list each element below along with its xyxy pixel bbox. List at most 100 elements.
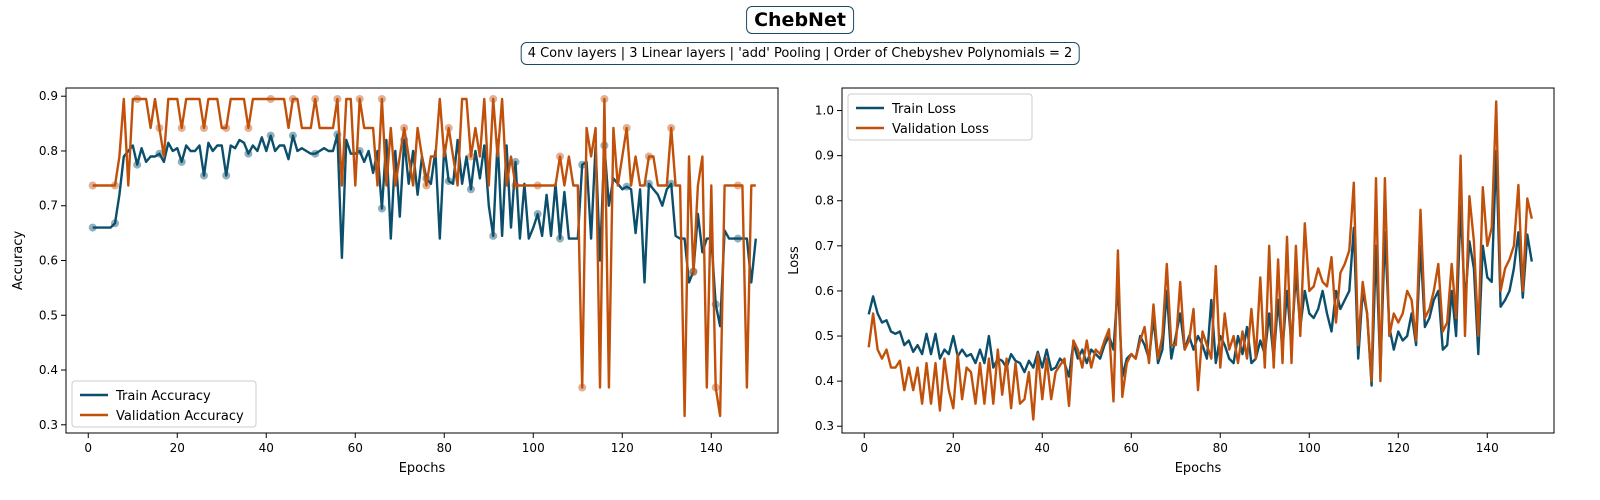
x-tick-label: 0 [84,441,92,455]
y-tick-label: 0.6 [39,254,58,268]
series-marker-train [466,185,475,194]
x-tick-label: 0 [860,441,868,455]
series-marker-validation [244,124,253,132]
y-tick-label: 0.4 [39,363,58,377]
y-tick-label: 0.5 [39,308,58,322]
y-tick-label: 0.4 [815,374,834,388]
series-marker-train [733,234,742,243]
series-marker-validation [644,152,653,161]
series-marker-train [578,160,587,169]
x-tick-label: 20 [170,441,185,455]
series-marker-train [244,149,253,158]
legend-entry: Validation Accuracy [116,409,244,424]
series-line-validation [867,100,1533,421]
x-tick-label: 60 [348,441,363,455]
series-marker-validation [266,95,275,103]
series-marker-train [556,234,564,243]
series-marker-train [177,157,186,166]
x-tick-label: 80 [437,441,452,455]
legend-entry: Train Accuracy [115,389,211,404]
y-tick-label: 0.3 [815,419,834,433]
x-tick-label: 120 [611,441,634,455]
series-marker-train [155,149,164,158]
series-line-train [92,133,757,328]
y-tick-label: 0.9 [39,89,58,103]
x-tick-label: 40 [259,441,274,455]
y-tick-label: 0.7 [815,239,834,253]
legend-entry: Validation Loss [892,122,989,137]
x-axis-label: Epochs [1175,461,1222,476]
series-marker-validation [333,95,342,103]
series-marker-train [311,149,320,158]
series-marker-train [444,177,453,186]
series-marker-validation [667,124,676,132]
series-marker-validation [578,383,587,392]
chart-2: 0 20 40 60 80 100 120 140 0.3 0.4 0.5 0.6 0.7 0.8 0.9 1… [787,87,1555,476]
legend: Train Loss Validation Loss [847,93,1033,141]
y-tick-label: 0.6 [815,284,834,298]
series-marker-validation [489,95,498,103]
series-marker-validation [556,152,564,161]
series-marker-train [511,157,520,166]
x-tick-label: 120 [1387,441,1410,455]
series-marker-train [222,171,231,180]
series-marker-validation [155,124,164,132]
plot-frame [841,87,1555,434]
legend-box [71,380,257,428]
series-marker-validation [733,181,742,190]
series-marker-validation [533,181,542,190]
chart-1: 0 20 40 60 80 100 120 140 0.3 0.4 0.5 0.6 0.7 0.8 0.9 E… [11,87,779,476]
series-marker-train [667,179,676,188]
legend-entry: Train Loss [891,102,956,117]
y-tick-label: 0.3 [39,418,58,432]
y-tick-label: 0.7 [39,199,58,213]
series-marker-validation [466,152,475,161]
series-marker-validation [600,95,609,103]
y-tick-label: 0.8 [39,144,58,158]
series-marker-train [288,131,297,140]
series-marker-validation [444,124,453,132]
series-marker-train [622,182,631,191]
figure-title: ChebNet [746,6,854,34]
series-marker-validation [222,124,231,132]
y-axis-label: Accuracy [11,231,26,291]
y-tick-label: 0.8 [815,194,834,208]
series-marker-validation [711,383,720,392]
series-marker-train [533,210,542,218]
series-marker-train [266,131,275,140]
legend: Train Accuracy Validation Accuracy [71,380,257,428]
y-tick-label: 0.5 [815,329,834,343]
series-marker-validation [311,95,320,103]
series-marker-validation [422,181,431,190]
series-marker-validation [200,124,208,132]
legend-box [847,93,1033,141]
x-tick-label: 80 [1213,441,1228,455]
x-tick-label: 40 [1035,441,1050,455]
series-marker-validation [177,124,186,132]
series-marker-validation [377,95,386,103]
series-marker-validation [111,181,119,190]
x-tick-label: 100 [1298,441,1321,455]
x-tick-label: 140 [1476,441,1499,455]
x-tick-label: 100 [522,441,545,455]
y-tick-label: 0.9 [815,149,834,163]
series-marker-train [111,219,119,228]
series-marker-validation [400,124,409,132]
series-marker-validation [355,95,364,103]
series-marker-validation [622,124,631,132]
series-marker-validation [288,95,297,103]
series-marker-train [377,204,386,213]
y-axis-label: Loss [787,246,802,275]
series-marker-train [489,231,498,240]
series-marker-train [644,179,653,188]
series-marker-validation [133,95,142,103]
series-line-validation [92,97,756,418]
series-line-train [867,149,1533,387]
x-axis-label: Epochs [399,461,446,476]
series-marker-validation [689,268,698,276]
series-marker-train [200,171,208,180]
series-marker-validation [88,181,97,190]
series-marker-validation [511,181,520,190]
x-tick-label: 60 [1124,441,1139,455]
